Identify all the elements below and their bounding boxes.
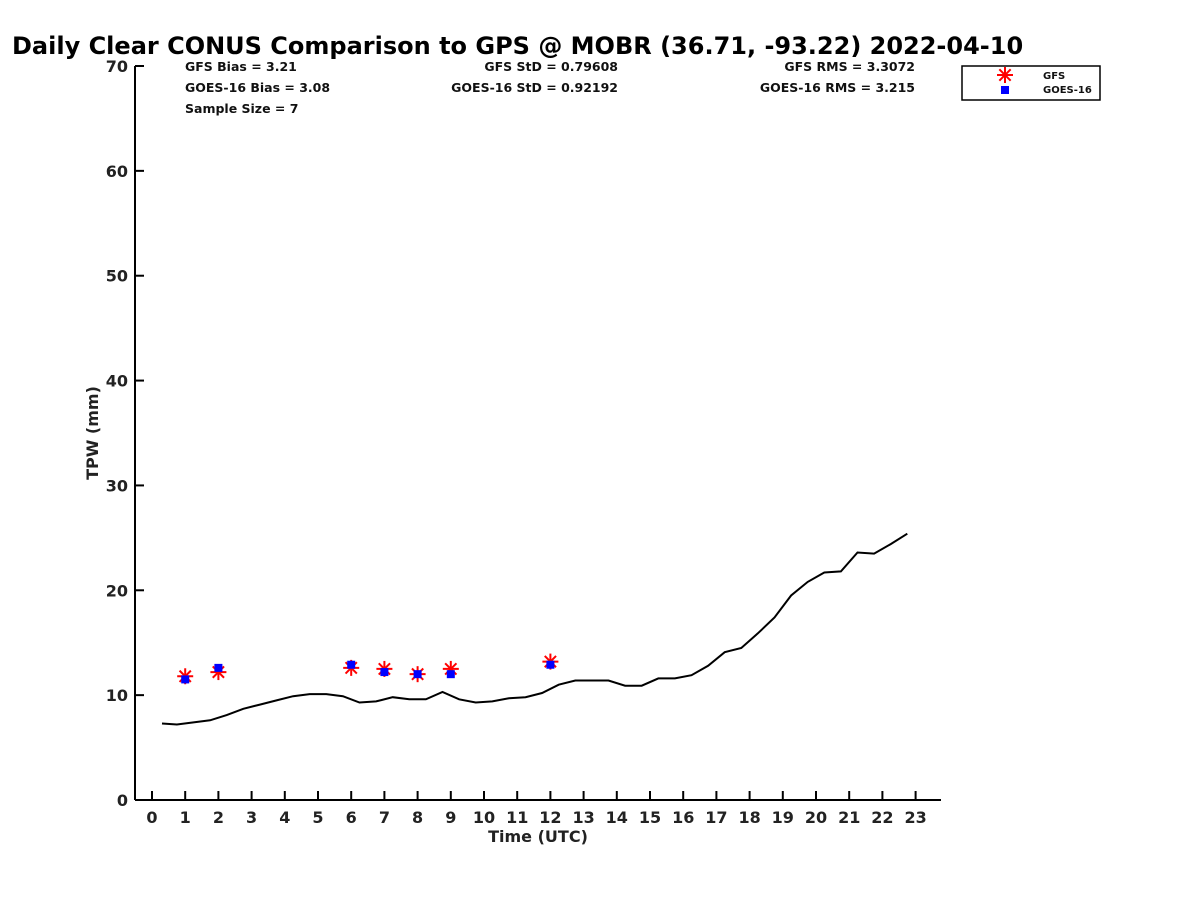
gfs-std-text: GFS StD = 0.79608 bbox=[484, 59, 618, 74]
x-tick-label: 15 bbox=[639, 808, 661, 827]
x-tick-label: 7 bbox=[379, 808, 390, 827]
x-tick-label: 4 bbox=[279, 808, 290, 827]
sample-size-text: Sample Size = 7 bbox=[185, 101, 298, 116]
goes16-point bbox=[413, 670, 422, 679]
goes-std-text: GOES-16 StD = 0.92192 bbox=[451, 80, 618, 95]
x-tick-label: 11 bbox=[506, 808, 528, 827]
x-tick-label: 8 bbox=[412, 808, 423, 827]
x-tick-label: 10 bbox=[473, 808, 495, 827]
goes16-point bbox=[380, 668, 389, 677]
x-tick-label: 20 bbox=[805, 808, 827, 827]
x-tick-label: 19 bbox=[772, 808, 794, 827]
x-tick-label: 3 bbox=[246, 808, 257, 827]
x-tick-label: 21 bbox=[838, 808, 860, 827]
x-tick-label: 0 bbox=[146, 808, 157, 827]
asterisk-stroke bbox=[998, 68, 1012, 82]
x-tick-label: 13 bbox=[572, 808, 594, 827]
goes16-point bbox=[446, 670, 455, 679]
y-tick-label: 10 bbox=[106, 686, 128, 705]
x-tick-label: 6 bbox=[346, 808, 357, 827]
y-tick-label: 70 bbox=[106, 57, 128, 76]
x-tick-label: 2 bbox=[213, 808, 224, 827]
goes-rms-text: GOES-16 RMS = 3.215 bbox=[760, 80, 915, 95]
gps-tpw-line-group bbox=[161, 532, 908, 726]
y-tick-label: 30 bbox=[106, 476, 128, 495]
gfs-bias-text: GFS Bias = 3.21 bbox=[185, 59, 297, 74]
y-tick-label: 60 bbox=[106, 162, 128, 181]
x-tick-label: 14 bbox=[606, 808, 628, 827]
goes-bias-text: GOES-16 Bias = 3.08 bbox=[185, 80, 330, 95]
x-tick-label: 12 bbox=[539, 808, 561, 827]
statistics-block: GFS Bias = 3.21 GOES-16 Bias = 3.08 Samp… bbox=[185, 59, 915, 116]
x-axis-label: Time (UTC) bbox=[488, 827, 588, 846]
legend-goes-label: GOES-16 bbox=[1043, 85, 1092, 96]
x-tick-label: 1 bbox=[180, 808, 191, 827]
legend-goes-square-icon bbox=[1001, 86, 1009, 94]
y-axis-label: TPW (mm) bbox=[83, 386, 102, 480]
legend-gfs-asterisk bbox=[997, 67, 1013, 83]
x-tick-label: 22 bbox=[871, 808, 893, 827]
marker-layer bbox=[177, 653, 559, 685]
x-tick-label: 18 bbox=[738, 808, 760, 827]
y-tick-label: 20 bbox=[106, 581, 128, 600]
goes16-point bbox=[181, 675, 190, 684]
legend-box bbox=[961, 65, 1101, 101]
gfs-rms-text: GFS RMS = 3.3072 bbox=[784, 59, 915, 74]
x-tick-label: 16 bbox=[672, 808, 694, 827]
goes16-point bbox=[546, 660, 555, 669]
legend-gfs-label: GFS bbox=[1043, 71, 1065, 82]
goes16-point bbox=[347, 660, 356, 669]
legend: GFS GOES-16 bbox=[961, 65, 1101, 101]
y-tick-label: 0 bbox=[117, 791, 128, 810]
gps-tpw-line bbox=[161, 532, 908, 726]
legend-gfs-asterisk-icon bbox=[997, 67, 1013, 83]
x-tick-label: 9 bbox=[445, 808, 456, 827]
x-tick-label: 17 bbox=[705, 808, 727, 827]
y-tick-label: 40 bbox=[106, 372, 128, 391]
goes16-point bbox=[214, 663, 223, 672]
y-tick-label: 50 bbox=[106, 267, 128, 286]
x-tick-label: 23 bbox=[904, 808, 926, 827]
chart-title: Daily Clear CONUS Comparison to GPS @ MO… bbox=[12, 32, 1023, 60]
x-tick-label: 5 bbox=[312, 808, 323, 827]
